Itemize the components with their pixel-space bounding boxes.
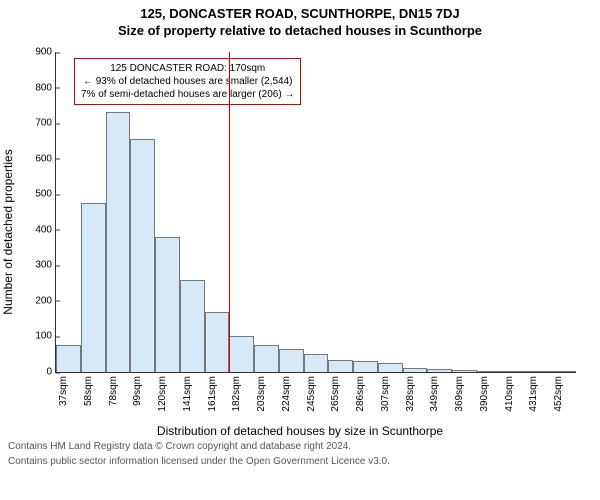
x-tick: 203sqm bbox=[256, 376, 267, 412]
x-tick: 78sqm bbox=[108, 376, 119, 406]
histogram-bar bbox=[304, 354, 329, 372]
histogram-bar bbox=[155, 237, 180, 372]
x-ticks: 37sqm 58sqm 78sqm 99sqm 120sqm 141sqm 161sqm 18… bbox=[56, 372, 576, 422]
x-tick: 431sqm bbox=[528, 376, 539, 412]
histogram-bar bbox=[229, 336, 254, 372]
y-tick: 800 bbox=[35, 82, 56, 93]
bars-container bbox=[56, 52, 576, 372]
x-tick: 452sqm bbox=[553, 376, 564, 412]
x-tick: 37sqm bbox=[58, 376, 69, 406]
histogram-bar bbox=[180, 280, 205, 372]
x-tick: 161sqm bbox=[207, 376, 218, 412]
y-tick: 500 bbox=[35, 189, 56, 200]
histogram-bar bbox=[130, 139, 155, 372]
plot-area: 125 DONCASTER ROAD: 170sqm ← 93% of deta… bbox=[55, 52, 576, 373]
page-subtitle: Size of property relative to detached ho… bbox=[0, 21, 600, 42]
histogram-bar bbox=[279, 349, 304, 372]
footnote-2: Contains public sector information licen… bbox=[0, 453, 600, 468]
y-axis-label: Number of detached properties bbox=[1, 132, 15, 332]
x-tick: 307sqm bbox=[380, 376, 391, 412]
x-tick: 58sqm bbox=[83, 376, 94, 406]
y-tick: 200 bbox=[35, 295, 56, 306]
x-tick: 286sqm bbox=[355, 376, 366, 412]
y-tick: 0 bbox=[46, 367, 56, 378]
x-tick: 390sqm bbox=[479, 376, 490, 412]
y-tick: 300 bbox=[35, 260, 56, 271]
x-tick: 141sqm bbox=[182, 376, 193, 412]
y-tick: 700 bbox=[35, 118, 56, 129]
x-tick: 245sqm bbox=[306, 376, 317, 412]
x-tick: 410sqm bbox=[504, 376, 515, 412]
x-tick: 265sqm bbox=[330, 376, 341, 412]
y-tick: 900 bbox=[35, 47, 56, 58]
y-tick: 400 bbox=[35, 224, 56, 235]
x-tick: 328sqm bbox=[405, 376, 416, 412]
y-tick: 100 bbox=[35, 331, 56, 342]
x-tick: 369sqm bbox=[454, 376, 465, 412]
x-tick: 224sqm bbox=[281, 376, 292, 412]
marker-line bbox=[229, 52, 230, 372]
histogram-bar bbox=[378, 363, 403, 372]
page-title: 125, DONCASTER ROAD, SCUNTHORPE, DN15 7D… bbox=[0, 0, 600, 21]
x-tick: 120sqm bbox=[157, 376, 168, 412]
histogram-chart: Number of detached properties 125 DONCAS… bbox=[0, 42, 600, 422]
x-tick: 99sqm bbox=[132, 376, 143, 406]
y-tick: 600 bbox=[35, 153, 56, 164]
histogram-bar bbox=[254, 345, 279, 372]
histogram-bar bbox=[56, 345, 81, 372]
histogram-bar bbox=[205, 312, 230, 372]
x-tick: 349sqm bbox=[429, 376, 440, 412]
histogram-bar bbox=[81, 203, 106, 372]
footnote-1: Contains HM Land Registry data © Crown c… bbox=[0, 438, 600, 453]
x-tick: 182sqm bbox=[231, 376, 242, 412]
histogram-bar bbox=[353, 361, 378, 372]
x-axis-label: Distribution of detached houses by size … bbox=[0, 424, 600, 438]
histogram-bar bbox=[328, 360, 353, 372]
histogram-bar bbox=[106, 112, 131, 372]
